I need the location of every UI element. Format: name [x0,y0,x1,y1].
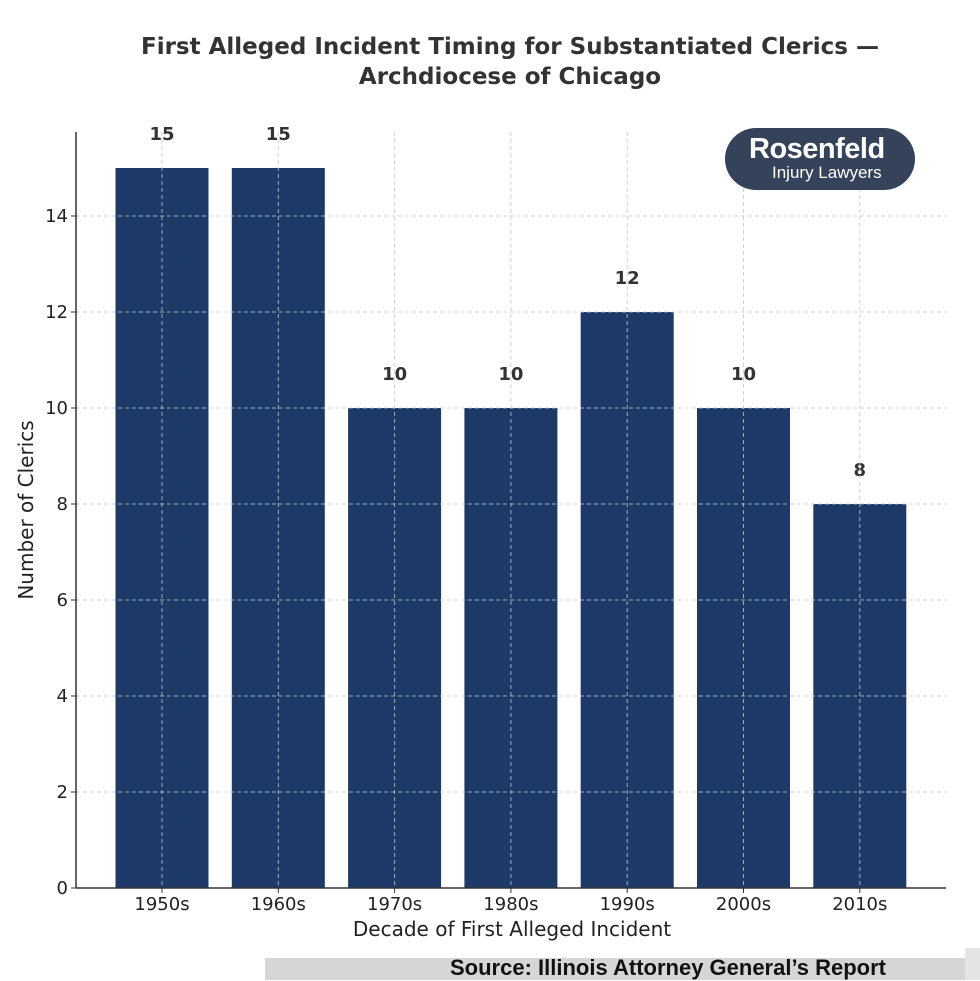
data-label-1990s: 12 [615,268,640,289]
y-tick-label: 8 [57,494,68,515]
x-tick-label: 1990s [600,894,655,915]
bar-1980s [464,408,558,888]
data-label-1970s: 10 [382,364,407,385]
x-tick-label: 2010s [832,894,887,915]
y-tick-label: 2 [57,782,68,803]
x-axis-label: Decade of First Alleged Incident [353,917,671,941]
y-tick-label: 0 [57,878,68,899]
x-tick-label: 1960s [251,894,306,915]
y-tick-label: 14 [45,206,68,227]
x-tick-label: 2000s [716,894,771,915]
logo-line2: Injury Lawyers [772,163,882,182]
bar-2000s [697,408,790,888]
y-axis-label: Number of Clerics [14,420,38,599]
y-tick-label: 12 [45,302,68,323]
logo-line1: Rosenfeld [749,133,885,165]
source-banner-edge [965,948,980,980]
x-tick-label: 1970s [367,894,422,915]
y-tick-label: 10 [45,398,68,419]
bar-1970s [348,408,442,888]
source-banner [265,958,965,980]
source-text: Source: Illinois Attorney General’s Repo… [449,955,886,980]
chart-title: First Alleged Incident Timing for Substa… [140,34,879,90]
data-label-2000s: 10 [731,364,756,385]
y-tick-label: 4 [57,686,68,707]
data-label-1980s: 10 [498,364,523,385]
rosenfeld-logo: Rosenfeld Injury Lawyers [725,128,915,190]
x-tick-label: 1980s [483,894,538,915]
x-tick-label: 1950s [134,894,189,915]
y-tick-label: 6 [57,590,68,611]
